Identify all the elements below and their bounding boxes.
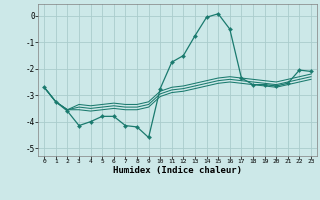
- X-axis label: Humidex (Indice chaleur): Humidex (Indice chaleur): [113, 166, 242, 175]
